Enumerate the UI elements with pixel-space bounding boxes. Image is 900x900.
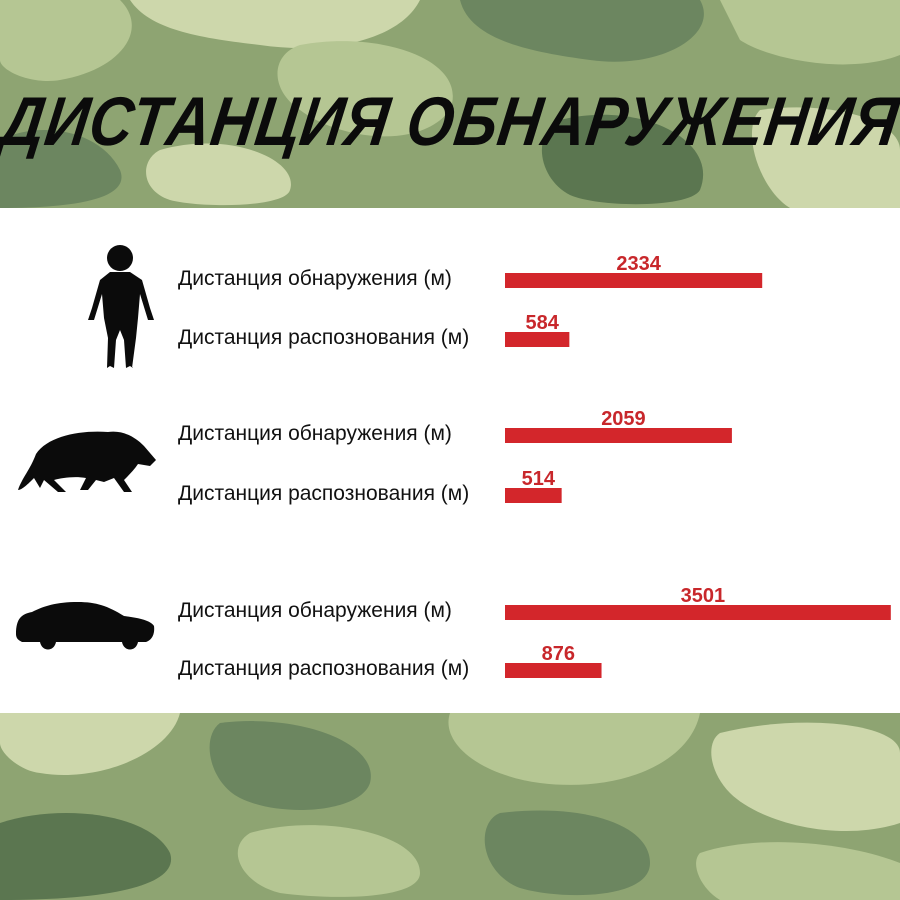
bar-chart: Дистанция обнаружения (м) 2334 Дистанция р…: [16, 245, 891, 680]
bar-value-label: 584: [525, 312, 559, 334]
bar-value-label: 3501: [681, 585, 726, 607]
bar-category-label: Дистанция обнаружения (м): [178, 267, 452, 290]
human-silhouette-icon: [88, 245, 154, 368]
bar-value-label: 2334: [616, 253, 661, 275]
bar-value-label: 876: [542, 643, 575, 665]
car-silhouette-icon: [16, 602, 155, 650]
bar-category-label: Дистанция распознования (м): [178, 326, 469, 349]
bar-category-label: Дистанция обнаружения (м): [178, 599, 452, 622]
boar-silhouette-icon: [18, 431, 156, 492]
camouflage-pattern-bottom: [0, 713, 900, 900]
chart-panel: Дистанция обнаружения (м) 2334 Дистанция р…: [0, 208, 900, 713]
camouflage-header-band: ДИСТАНЦИЯ ОБНАРУЖЕНИЯ: [0, 0, 900, 208]
bar-value-label: 2059: [601, 408, 646, 430]
bar: [505, 488, 562, 503]
bar: [505, 332, 570, 347]
bar-category-label: Дистанция распознования (м): [178, 482, 469, 505]
bar-category-label: Дистанция распознования (м): [178, 657, 469, 680]
bar: [505, 663, 602, 678]
bar: [505, 605, 891, 620]
page-title: ДИСТАНЦИЯ ОБНАРУЖЕНИЯ: [0, 82, 900, 160]
bar: [505, 273, 763, 288]
camouflage-footer-band: [0, 713, 900, 900]
bar: [505, 428, 732, 443]
bar-category-label: Дистанция обнаружения (м): [178, 422, 452, 445]
bar-value-label: 514: [522, 468, 556, 490]
camouflage-pattern-top: [0, 0, 900, 208]
